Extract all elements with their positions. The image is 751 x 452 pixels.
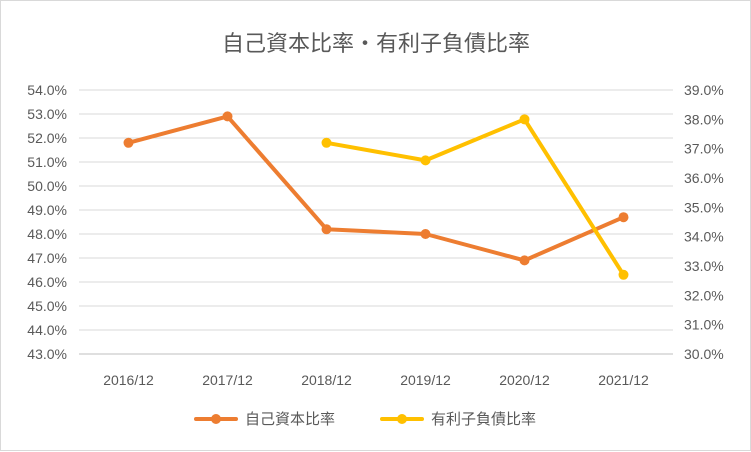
data-point	[519, 114, 530, 125]
legend-label: 有利子負債比率	[431, 410, 536, 428]
data-point	[420, 155, 431, 166]
left-tick-label: 51.0%	[27, 154, 67, 170]
data-point	[618, 269, 629, 280]
right-tick-label: 36.0%	[684, 170, 724, 186]
data-point	[222, 111, 233, 122]
x-tick-label: 2018/12	[301, 372, 352, 388]
left-tick-label: 54.0%	[27, 82, 67, 98]
right-tick-label: 39.0%	[684, 82, 724, 98]
data-point	[321, 224, 332, 235]
right-tick-label: 30.0%	[684, 346, 724, 362]
legend-item: 有利子負債比率	[380, 410, 536, 428]
right-tick-label: 35.0%	[684, 199, 724, 215]
left-tick-label: 44.0%	[27, 322, 67, 338]
data-point	[321, 137, 332, 148]
left-tick-label: 53.0%	[27, 106, 67, 122]
right-y-axis: 30.0% 31.0% 32.0% 33.0% 34.0% 35.0% 36.0% 37.0%…	[684, 82, 724, 362]
x-tick-label: 2021/12	[598, 372, 649, 388]
series-1	[123, 111, 629, 266]
data-point	[519, 255, 530, 266]
x-tick-label: 2020/12	[499, 372, 550, 388]
data-point	[420, 229, 431, 239]
x-tick-label: 2019/12	[400, 372, 451, 388]
right-tick-label: 37.0%	[684, 141, 724, 157]
right-tick-label: 33.0%	[684, 258, 724, 274]
x-axis: 2016/12 2017/12 2018/12 2019/12 2020/12 2021/…	[103, 372, 649, 388]
series-line	[324, 117, 626, 277]
left-tick-label: 52.0%	[27, 130, 67, 146]
legend: 自己資本比率 有利子負債比率	[194, 410, 536, 428]
x-tick-label: 2017/12	[202, 372, 253, 388]
right-tick-label: 31.0%	[684, 317, 724, 333]
left-tick-label: 50.0%	[27, 178, 67, 194]
legend-marker	[397, 414, 407, 424]
series-line	[126, 114, 626, 263]
legend-label: 自己資本比率	[245, 410, 335, 428]
left-tick-label: 47.0%	[27, 250, 67, 266]
left-tick-label: 49.0%	[27, 202, 67, 218]
gridlines	[79, 89, 673, 355]
legend-marker	[211, 414, 221, 424]
right-tick-label: 38.0%	[684, 111, 724, 127]
left-tick-label: 43.0%	[27, 346, 67, 362]
chart-title: 自己資本比率・有利子負債比率	[222, 32, 530, 57]
right-tick-label: 32.0%	[684, 287, 724, 303]
left-y-axis: 43.0% 44.0% 45.0% 46.0% 47.0% 48.0% 49.0% 50.0%…	[27, 82, 67, 362]
legend-item: 自己資本比率	[194, 410, 335, 428]
left-tick-label: 46.0%	[27, 274, 67, 290]
series-2	[321, 114, 629, 280]
data-point	[123, 137, 134, 148]
right-tick-label: 34.0%	[684, 229, 724, 245]
x-tick-label: 2016/12	[103, 372, 154, 388]
left-tick-label: 48.0%	[27, 226, 67, 242]
left-tick-label: 45.0%	[27, 298, 67, 314]
data-point	[618, 212, 629, 223]
series-layer	[123, 111, 629, 280]
